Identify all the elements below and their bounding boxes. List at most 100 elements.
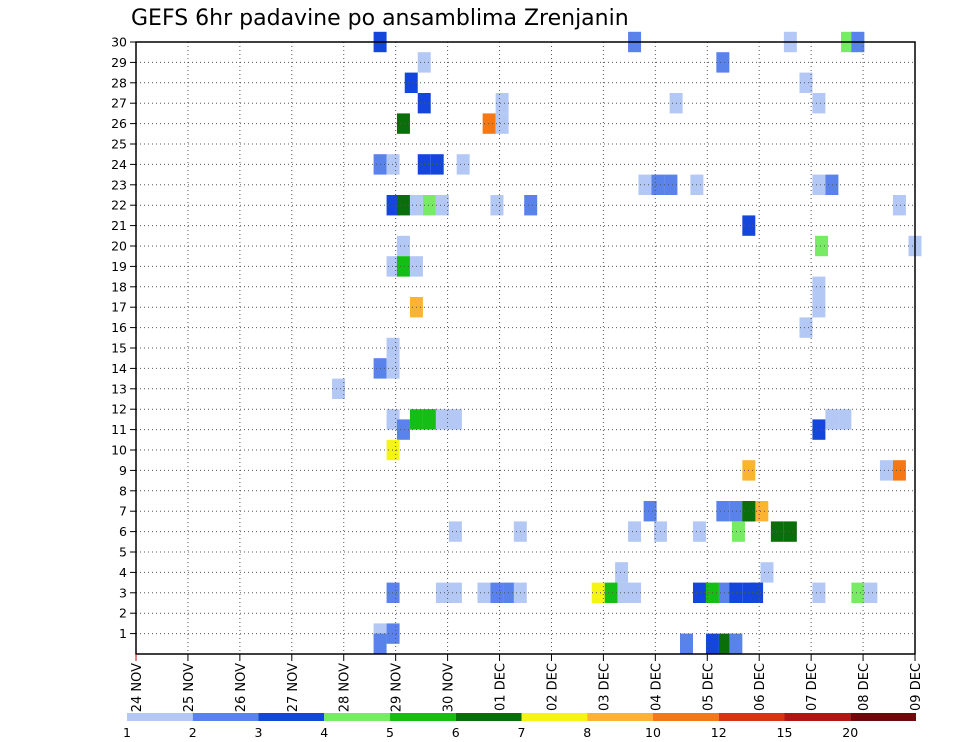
legend-swatch (850, 713, 916, 721)
y-tick-label: 29 (111, 55, 127, 70)
data-cell (386, 358, 400, 379)
data-cell (628, 521, 642, 542)
data-cell (386, 439, 400, 461)
data-cell (664, 174, 678, 195)
legend-swatch (324, 713, 390, 721)
legend-label: 6 (452, 725, 460, 740)
data-cell (864, 582, 878, 603)
y-tick-label: 24 (111, 157, 127, 172)
data-cell (879, 460, 893, 481)
y-tick-label: 11 (111, 422, 127, 437)
legend-swatch (192, 713, 259, 721)
data-cell (386, 582, 400, 603)
legend-label: 12 (711, 725, 727, 740)
legend-swatch (587, 713, 653, 721)
legend-label: 7 (518, 725, 526, 740)
data-cell (838, 409, 852, 430)
plot-area (136, 42, 915, 654)
data-cell (825, 409, 839, 430)
x-tick-label: 24 NOV (130, 663, 145, 712)
legend-label: 2 (189, 725, 197, 740)
legend-swatch (718, 713, 785, 721)
x-tick-label: 08 DEC (857, 663, 872, 711)
data-cell (705, 633, 719, 654)
y-tick-label: 27 (111, 96, 127, 111)
data-cell (448, 409, 462, 430)
data-cell (386, 623, 400, 644)
data-cell (477, 582, 491, 603)
data-cell (851, 582, 865, 603)
data-cell (799, 72, 813, 93)
legend-swatch (455, 713, 522, 721)
legend-label: 5 (386, 725, 394, 740)
y-tick-label: 7 (119, 504, 127, 519)
data-cell (812, 582, 826, 603)
data-cell (731, 521, 745, 542)
data-cell (503, 582, 517, 603)
data-cell (812, 93, 826, 114)
data-cell (815, 235, 829, 257)
data-cell (435, 195, 449, 216)
data-cell (373, 633, 387, 654)
data-cell (396, 113, 410, 134)
data-cell (643, 501, 657, 522)
x-tick-label: 09 DEC (909, 663, 924, 711)
data-cell (448, 582, 462, 603)
data-cell (799, 317, 813, 338)
data-cell (404, 72, 418, 93)
data-cell (386, 256, 400, 277)
data-cell (812, 419, 826, 440)
data-cell (651, 174, 665, 195)
data-cell (680, 633, 693, 654)
y-tick-label: 9 (119, 463, 127, 478)
data-cell (716, 52, 730, 73)
y-tick-label: 13 (111, 381, 127, 396)
y-tick-label: 20 (111, 239, 127, 254)
data-cell (729, 582, 743, 603)
y-tick-label: 15 (111, 341, 127, 356)
y-tick-label: 16 (111, 320, 127, 335)
data-cell (615, 562, 629, 583)
x-tick-label: 06 DEC (753, 663, 768, 711)
x-tick-label: 04 DEC (649, 663, 664, 711)
legend-label: 4 (320, 725, 328, 740)
x-tick-label: 28 NOV (338, 663, 353, 712)
y-tick-label: 26 (111, 116, 127, 131)
legend-label: 8 (583, 725, 591, 740)
y-tick-label: 14 (111, 361, 127, 376)
x-tick-label: 30 NOV (442, 663, 457, 712)
data-cell (422, 409, 436, 430)
y-tick-label: 22 (111, 198, 127, 213)
x-tick-label: 03 DEC (597, 663, 612, 711)
legend-swatch (521, 713, 588, 721)
y-tick-label: 17 (111, 300, 127, 315)
data-cell (628, 582, 642, 603)
data-cell (396, 195, 410, 216)
data-cell (892, 195, 906, 216)
data-cell (716, 501, 730, 522)
legend-label: 3 (255, 725, 263, 740)
data-cell (892, 460, 906, 481)
data-cell (386, 195, 400, 216)
data-cell (495, 93, 509, 114)
data-cell (456, 154, 470, 175)
y-tick-label: 18 (111, 279, 127, 294)
legend-swatch (390, 713, 456, 721)
data-cell (770, 521, 784, 542)
data-cell (422, 195, 436, 216)
data-cell (495, 113, 509, 134)
y-tick-label: 1 (119, 626, 127, 641)
legend-label: 1 (123, 725, 131, 740)
y-tick-label: 12 (111, 402, 127, 417)
x-tick-label: 27 NOV (286, 663, 301, 712)
data-cell (435, 582, 449, 603)
data-cell (812, 174, 826, 195)
y-tick-label: 6 (119, 524, 127, 539)
legend-label: 20 (842, 725, 858, 740)
data-cell (409, 409, 423, 430)
y-tick-label: 5 (119, 545, 127, 560)
data-cell (692, 582, 706, 603)
chart-title: GEFS 6hr padavine po ansamblima Zrenjani… (131, 6, 629, 31)
y-tick-label: 21 (111, 218, 127, 233)
data-cell (396, 256, 410, 277)
